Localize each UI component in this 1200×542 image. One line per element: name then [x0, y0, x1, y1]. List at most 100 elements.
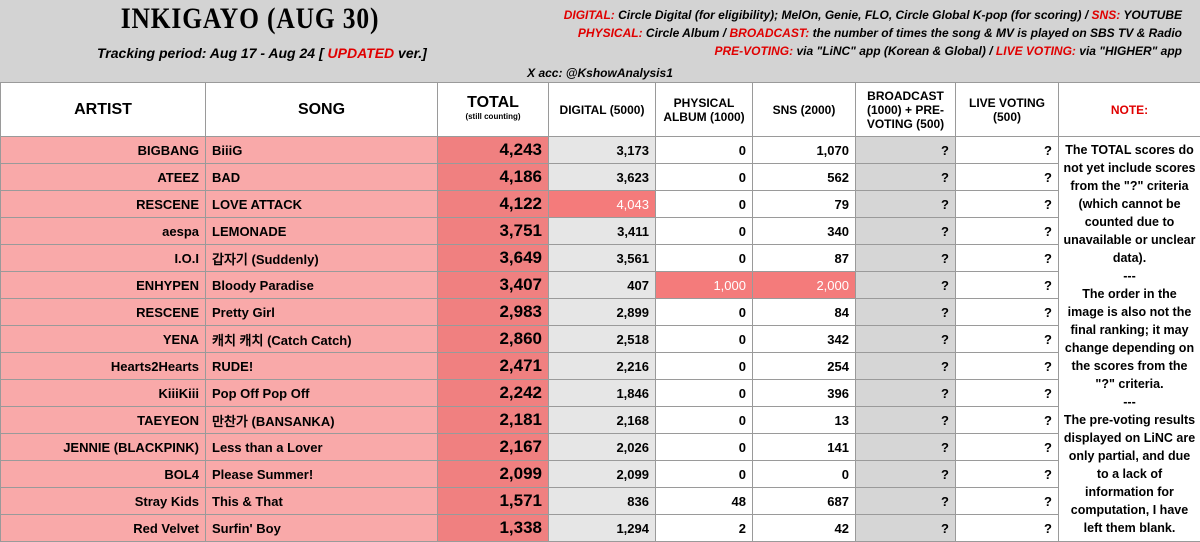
physical-cell: 48: [656, 488, 753, 515]
tracking-text: ver.]: [398, 45, 427, 61]
legend-label: DIGITAL:: [564, 8, 615, 22]
digital-cell: 3,561: [549, 245, 656, 272]
total-cell: 2,181: [438, 407, 549, 434]
note-paragraph: The order in the image is also not the f…: [1063, 285, 1196, 393]
song-cell: Bloody Paradise: [206, 272, 438, 299]
song-cell: Pretty Girl: [206, 299, 438, 326]
column-header: SNS (2000): [753, 83, 856, 137]
live-voting-cell: ?: [956, 137, 1059, 164]
artist-cell: Red Velvet: [1, 515, 206, 542]
total-cell: 2,242: [438, 380, 549, 407]
live-voting-cell: ?: [956, 515, 1059, 542]
physical-cell: 0: [656, 380, 753, 407]
sns-cell: 141: [753, 434, 856, 461]
column-header: DIGITAL (5000): [549, 83, 656, 137]
sns-cell: 84: [753, 299, 856, 326]
sns-cell: 42: [753, 515, 856, 542]
legend-label: SNS:: [1092, 8, 1121, 22]
column-header: TOTAL(still counting): [438, 83, 549, 137]
account: X acc: @KshowAnalysis1: [0, 66, 1200, 80]
legend-label: LIVE VOTING:: [996, 44, 1076, 58]
live-voting-cell: ?: [956, 272, 1059, 299]
sns-cell: 254: [753, 353, 856, 380]
digital-cell: 2,099: [549, 461, 656, 488]
artist-cell: ATEEZ: [1, 164, 206, 191]
total-cell: 4,186: [438, 164, 549, 191]
column-header-note: (still counting): [444, 110, 542, 124]
header-band: INKIGAYO (AUG 30) Tracking period: Aug 1…: [0, 0, 1200, 82]
digital-cell: 2,216: [549, 353, 656, 380]
broadcast-cell: ?: [856, 488, 956, 515]
physical-cell: 0: [656, 137, 753, 164]
artist-cell: RESCENE: [1, 299, 206, 326]
artist-cell: TAEYEON: [1, 407, 206, 434]
total-cell: 1,338: [438, 515, 549, 542]
sns-cell: 2,000: [753, 272, 856, 299]
digital-cell: 2,026: [549, 434, 656, 461]
live-voting-cell: ?: [956, 461, 1059, 488]
artist-cell: BIGBANG: [1, 137, 206, 164]
legend-text: the number of times the song & MV is pla…: [813, 26, 1182, 40]
broadcast-cell: ?: [856, 191, 956, 218]
broadcast-cell: ?: [856, 353, 956, 380]
tracking-text: Tracking period: Aug 17 - Aug 24 [: [97, 45, 324, 61]
column-header: PHYSICAL ALBUM (1000): [656, 83, 753, 137]
sns-cell: 340: [753, 218, 856, 245]
song-cell: 캐치 캐치 (Catch Catch): [206, 326, 438, 353]
song-cell: Less than a Lover: [206, 434, 438, 461]
total-cell: 3,751: [438, 218, 549, 245]
live-voting-cell: ?: [956, 218, 1059, 245]
artist-cell: YENA: [1, 326, 206, 353]
column-header-text: PHYSICAL ALBUM (1000): [663, 96, 744, 124]
broadcast-cell: ?: [856, 326, 956, 353]
sns-cell: 562: [753, 164, 856, 191]
digital-cell: 1,294: [549, 515, 656, 542]
digital-cell: 836: [549, 488, 656, 515]
artist-cell: I.O.I: [1, 245, 206, 272]
digital-cell: 2,518: [549, 326, 656, 353]
physical-cell: 0: [656, 191, 753, 218]
artist-cell: Hearts2Hearts: [1, 353, 206, 380]
broadcast-cell: ?: [856, 434, 956, 461]
broadcast-cell: ?: [856, 380, 956, 407]
total-cell: 2,167: [438, 434, 549, 461]
digital-cell: 2,168: [549, 407, 656, 434]
sns-cell: 13: [753, 407, 856, 434]
legend-line: DIGITAL: Circle Digital (for eligibility…: [564, 6, 1182, 24]
song-cell: This & That: [206, 488, 438, 515]
note-paragraph: ---: [1063, 267, 1196, 285]
legend-label: BROADCAST:: [730, 26, 810, 40]
physical-cell: 0: [656, 407, 753, 434]
live-voting-cell: ?: [956, 299, 1059, 326]
sns-cell: 79: [753, 191, 856, 218]
total-cell: 4,122: [438, 191, 549, 218]
legend-text: YOUTUBE: [1123, 8, 1182, 22]
physical-cell: 0: [656, 164, 753, 191]
legend-text: Circle Album /: [646, 26, 726, 40]
physical-cell: 0: [656, 353, 753, 380]
broadcast-cell: ?: [856, 407, 956, 434]
live-voting-cell: ?: [956, 407, 1059, 434]
note-title: NOTE:: [1111, 103, 1148, 117]
sns-cell: 396: [753, 380, 856, 407]
live-voting-cell: ?: [956, 164, 1059, 191]
column-header-text: LIVE VOTING (500): [969, 96, 1045, 124]
legend-line: PHYSICAL: Circle Album / BROADCAST: the …: [564, 24, 1182, 42]
column-header-text: TOTAL: [467, 94, 519, 111]
physical-cell: 0: [656, 434, 753, 461]
note-paragraph: ---: [1063, 393, 1196, 411]
digital-cell: 3,411: [549, 218, 656, 245]
artist-cell: Stray Kids: [1, 488, 206, 515]
